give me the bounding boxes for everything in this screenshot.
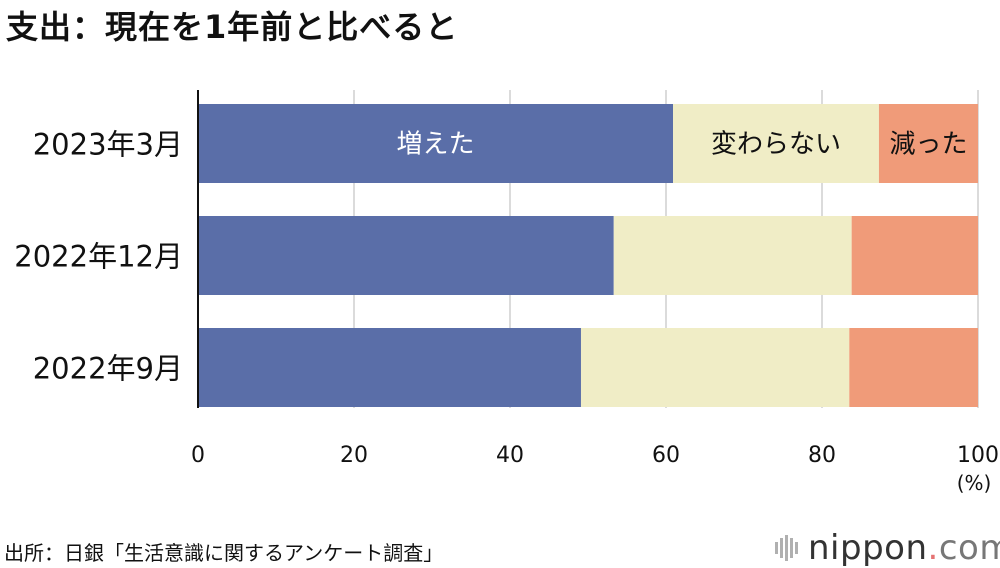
bar-segment	[580, 328, 850, 407]
source-note: 出所：日銀「生活意識に関するアンケート調査」	[4, 541, 444, 565]
logo-suffix: com	[938, 528, 1000, 568]
x-tick-label: 20	[340, 443, 368, 468]
bar-segment	[673, 104, 879, 183]
bar-segment	[851, 216, 978, 295]
bar-segment	[878, 104, 978, 183]
series-label: 変わらない	[711, 130, 841, 160]
bar-segment	[198, 104, 674, 183]
logo-name: nippon	[808, 528, 928, 568]
x-tick-label: 0	[191, 443, 205, 468]
category-label: 2023年3月	[33, 128, 183, 162]
bar-segment	[613, 216, 852, 295]
series-label: 増えた	[397, 130, 475, 160]
bar-segment	[198, 216, 614, 295]
x-tick-label: 80	[808, 443, 836, 468]
bar-segment	[198, 328, 581, 407]
chart-title: 支出：現在を1年前と比べると	[6, 8, 459, 46]
x-tick-label: 40	[496, 443, 524, 468]
category-label: 2022年9月	[33, 352, 183, 386]
x-unit-label: (%)	[957, 471, 992, 495]
x-tick-label: 100	[957, 443, 999, 468]
bars-layer	[198, 104, 978, 407]
logo-dot: .	[927, 528, 939, 568]
x-tick-label: 60	[652, 443, 680, 468]
nippon-logo-mark-icon	[775, 535, 798, 561]
nippon-logo: nippon. com	[774, 528, 1000, 568]
series-label: 減った	[889, 130, 967, 160]
axis-layer: 0 20 40 60 80 100 (%) 2023年3月 2022年12月 2022年9月	[14, 90, 999, 495]
labels-layer: 増えた 変わらない 減った	[397, 130, 968, 160]
bar-segment	[849, 328, 978, 407]
category-label: 2022年12月	[14, 240, 183, 274]
